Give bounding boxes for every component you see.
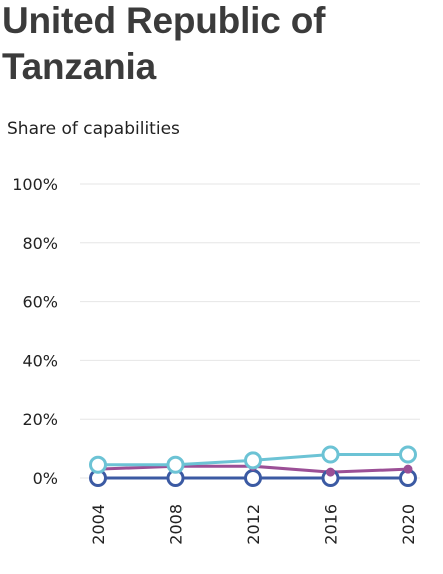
- y-axis-ticks: 0% 20% 40% 60% 80% 100%: [12, 175, 58, 488]
- y-tick-label-20: 20%: [22, 410, 58, 429]
- x-tick-label-2012: 2012: [244, 504, 263, 545]
- y-tick-label-100: 100%: [12, 175, 58, 194]
- x-tick-label-2020: 2020: [399, 504, 418, 545]
- series-1-point-2016: [326, 467, 335, 477]
- x-tick-label-2004: 2004: [89, 504, 108, 545]
- chart-title: United Republic of Tanzania: [2, 0, 326, 87]
- series-points: [89, 445, 417, 487]
- series-0-point-2004: [89, 455, 107, 474]
- y-tick-label-80: 80%: [22, 234, 58, 253]
- series-2-point-2012: [244, 469, 262, 487]
- series-0-point-2016: [321, 445, 340, 464]
- chart-subtitle: Share of capabilities: [7, 119, 180, 139]
- line-chart: 0% 20% 40% 60% 80% 100% 2004 2008 2012 2016 2020: [12, 175, 420, 545]
- y-tick-label-60: 60%: [22, 293, 58, 312]
- y-tick-label-40: 40%: [22, 351, 58, 370]
- series-1-point-2020: [403, 464, 413, 474]
- series-0-point-2020: [399, 445, 417, 464]
- x-axis-ticks: 2004 2008 2012 2016 2020: [89, 504, 418, 545]
- series-0-point-2012: [244, 451, 262, 470]
- y-tick-label-0: 0%: [33, 469, 58, 488]
- grid-lines: [80, 183, 420, 479]
- x-tick-label-2008: 2008: [167, 504, 186, 545]
- series-0-point-2008: [166, 455, 185, 474]
- x-tick-label-2016: 2016: [322, 504, 341, 545]
